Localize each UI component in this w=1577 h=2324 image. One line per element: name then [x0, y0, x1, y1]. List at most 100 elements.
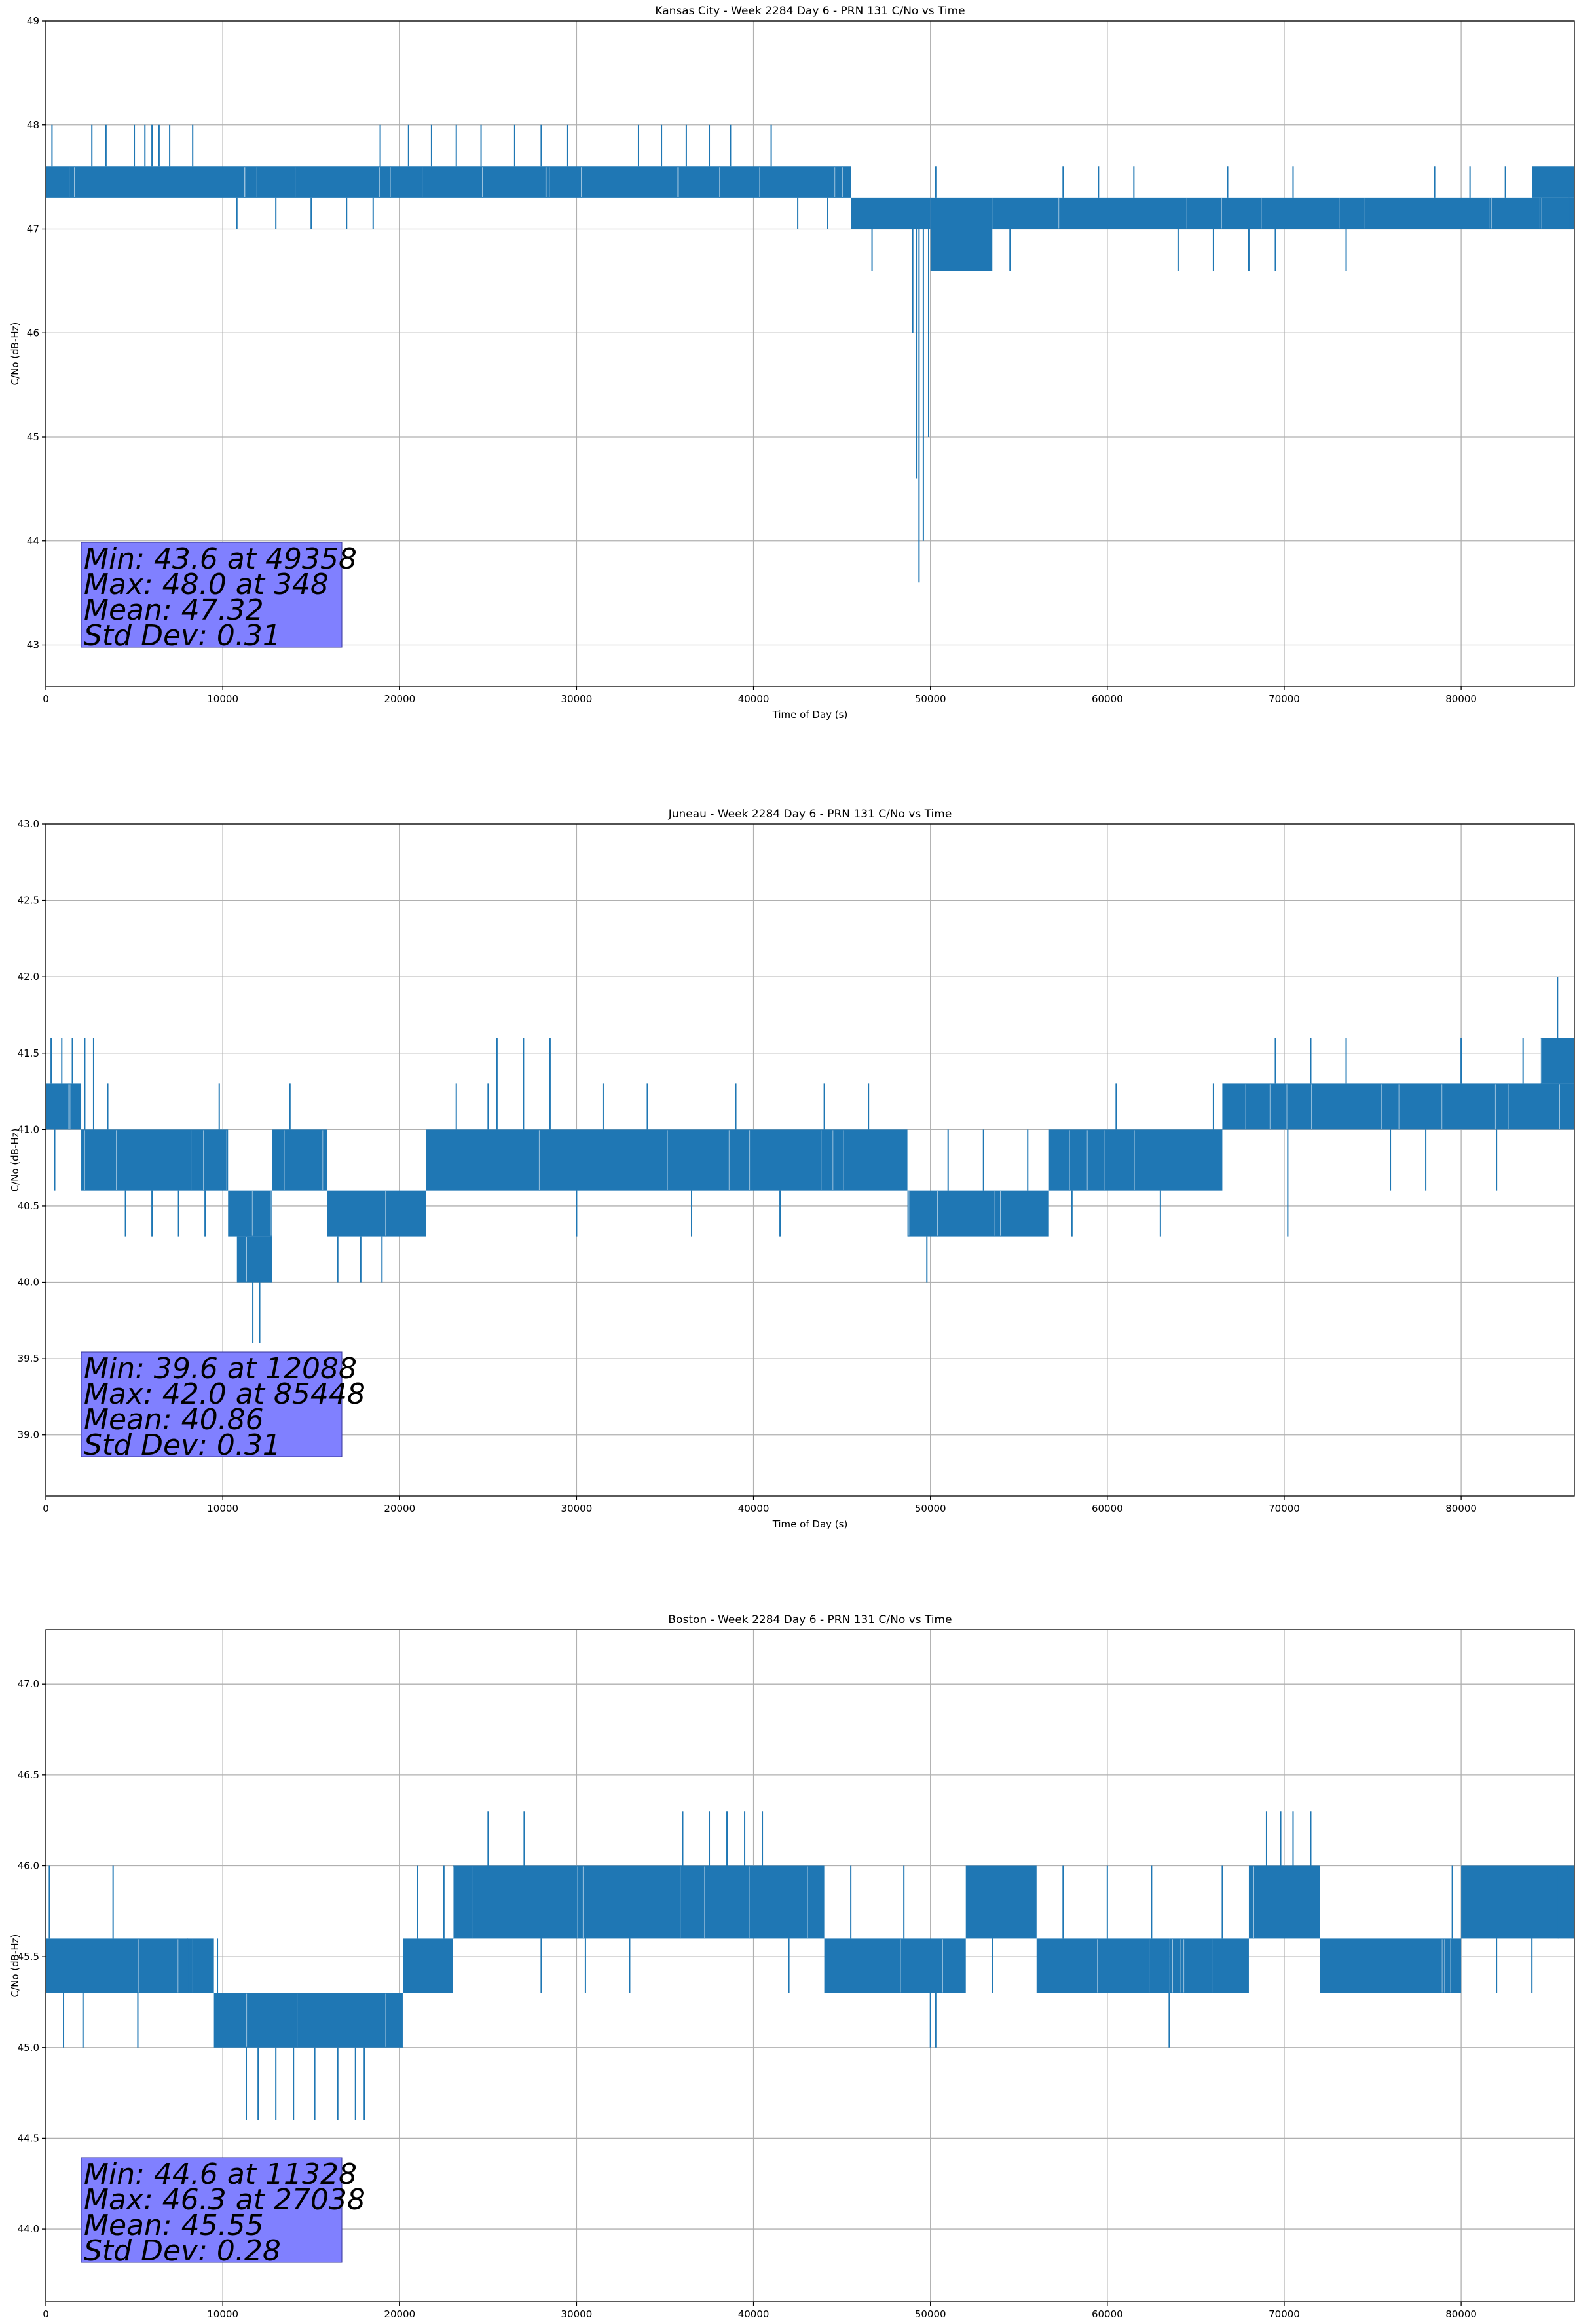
cno-band-gaps [1097, 1939, 1150, 1993]
y-tick-label: 45.5 [18, 1951, 39, 1962]
chart-title: Juneau - Week 2284 Day 6 - PRN 131 C/No … [668, 808, 952, 821]
axes-frame [45, 1629, 1575, 2302]
cno-band-segment [1320, 1938, 1462, 1993]
cno-series [46, 124, 1574, 583]
cno-series [46, 1811, 1574, 2120]
x-tick-label: 40000 [738, 693, 770, 705]
cno-band-gaps [69, 167, 843, 197]
cno-band-segment [1461, 1865, 1574, 1939]
cno-band-gaps [251, 1191, 272, 1236]
cno-band-gaps [538, 1130, 844, 1190]
cno-band-segment [228, 1190, 272, 1237]
x-tick-label: 60000 [1092, 693, 1123, 705]
cno-band-segment [1222, 1083, 1574, 1130]
cno-band-segment [46, 1938, 214, 1993]
cno-band-segment [965, 1865, 1037, 1939]
y-tick-label: 41.5 [18, 1047, 39, 1059]
y-tick-label: 44.0 [18, 2223, 39, 2235]
x-tick-label: 20000 [384, 693, 415, 705]
cno-band-gaps [138, 1939, 193, 1993]
cno-band-segment [426, 1129, 908, 1191]
x-tick-label: 30000 [561, 693, 593, 705]
cno-band-gaps [453, 1866, 808, 1938]
chart-title: Boston - Week 2284 Day 6 - PRN 131 C/No … [668, 1613, 952, 1626]
y-tick-label: 46 [27, 327, 39, 339]
cno-band-segment [1169, 1938, 1249, 1993]
x-tick-label: 40000 [738, 1503, 770, 1514]
cno-band-segment [272, 1129, 327, 1191]
x-tick-label: 80000 [1445, 693, 1477, 705]
cno-band-segment [907, 1190, 1049, 1237]
x-tick-label: 0 [43, 2308, 49, 2320]
x-tick-label: 10000 [207, 2308, 238, 2320]
cno-band-segment [1540, 1038, 1574, 1084]
y-tick-label: 41.0 [18, 1123, 39, 1135]
cno-band-segment [1248, 1865, 1320, 1939]
y-tick-label: 45 [27, 431, 39, 443]
y-tick-label: 48 [27, 119, 39, 131]
cno-series [46, 977, 1574, 1343]
cno-band-segment [1048, 1129, 1223, 1191]
x-tick-label: 70000 [1269, 2308, 1300, 2320]
x-tick-label: 70000 [1269, 1503, 1300, 1514]
cno-band-gaps [908, 1191, 1001, 1236]
cno-band-gaps [68, 1084, 71, 1129]
stats-line: Max: 48.0 at 348 [84, 568, 329, 601]
y-tick-label: 44.5 [18, 2132, 39, 2144]
stats-box [81, 1351, 343, 1457]
y-tick-label: 43 [27, 639, 39, 651]
y-tick-label: 44 [27, 535, 39, 547]
stats-line: Max: 46.3 at 27038 [84, 2183, 365, 2217]
cno-band-gaps [1058, 198, 1542, 229]
x-axis-label: Time of Day (s) [772, 709, 848, 721]
x-tick-label: 70000 [1269, 693, 1300, 705]
cno-band-segment [1532, 166, 1574, 198]
x-axis-label: Time of Day (s) [772, 1518, 848, 1530]
chart-juneau: 0 10000 20000 30000 40000 50000 60000 70000 8000… [9, 808, 1575, 1530]
cno-band-segment [46, 1083, 82, 1130]
y-axis-label: C/No (dB-Hz) [9, 1129, 21, 1192]
cno-band-segment [403, 1938, 453, 1993]
y-axis-label: C/No (dB-Hz) [9, 322, 21, 386]
y-tick-label: 39.5 [18, 1353, 39, 1364]
cno-band-gaps [284, 1130, 324, 1190]
y-tick-label: 40.0 [18, 1277, 39, 1288]
cno-band-gaps [900, 1939, 943, 1993]
x-tick-label: 80000 [1445, 2308, 1477, 2320]
stats-line: Mean: 47.32 [84, 593, 264, 627]
x-tick-label: 30000 [561, 1503, 593, 1514]
x-tick-label: 0 [43, 1503, 49, 1514]
cno-band-segment [1036, 1938, 1170, 1993]
x-tick-label: 0 [43, 693, 49, 705]
stats-line: Mean: 45.55 [84, 2209, 264, 2242]
x-tick-label: 20000 [384, 2308, 415, 2320]
cno-band-gaps [1172, 1939, 1213, 1993]
stats-line: Std Dev: 0.31 [84, 619, 281, 652]
cno-band-gaps [1441, 1939, 1451, 1993]
cno-band-segment [851, 197, 931, 229]
cno-band-segment [81, 1129, 229, 1191]
x-tick-label: 80000 [1445, 1503, 1477, 1514]
chart-boston: 0 10000 20000 30000 40000 50000 60000 70000 8000… [9, 1613, 1575, 2320]
stats-line: Std Dev: 0.28 [84, 2234, 281, 2268]
stats-line: Min: 39.6 at 12088 [84, 1352, 357, 1385]
y-tick-label: 42.0 [18, 971, 39, 983]
y-tick-label: 45.0 [18, 2042, 39, 2053]
cno-band-segment [453, 1865, 825, 1939]
x-tick-label: 10000 [207, 693, 238, 705]
stats-line: Mean: 40.86 [84, 1403, 264, 1436]
x-tick-label: 60000 [1092, 1503, 1123, 1514]
x-tick-label: 50000 [915, 693, 946, 705]
stats-box [81, 542, 343, 648]
x-tick-label: 40000 [738, 2308, 770, 2320]
stats-line: Min: 43.6 at 49358 [84, 542, 357, 576]
x-tick-label: 20000 [384, 1503, 415, 1514]
cno-band-gaps [246, 1993, 403, 2047]
cno-band-segment [213, 1993, 403, 2048]
y-axis-label: C/No (dB-Hz) [9, 1934, 21, 1998]
cno-band-segment [46, 166, 851, 198]
y-tick-label: 47 [27, 223, 39, 235]
x-tick-label: 50000 [915, 1503, 946, 1514]
stats-line: Max: 42.0 at 85448 [84, 1378, 365, 1411]
